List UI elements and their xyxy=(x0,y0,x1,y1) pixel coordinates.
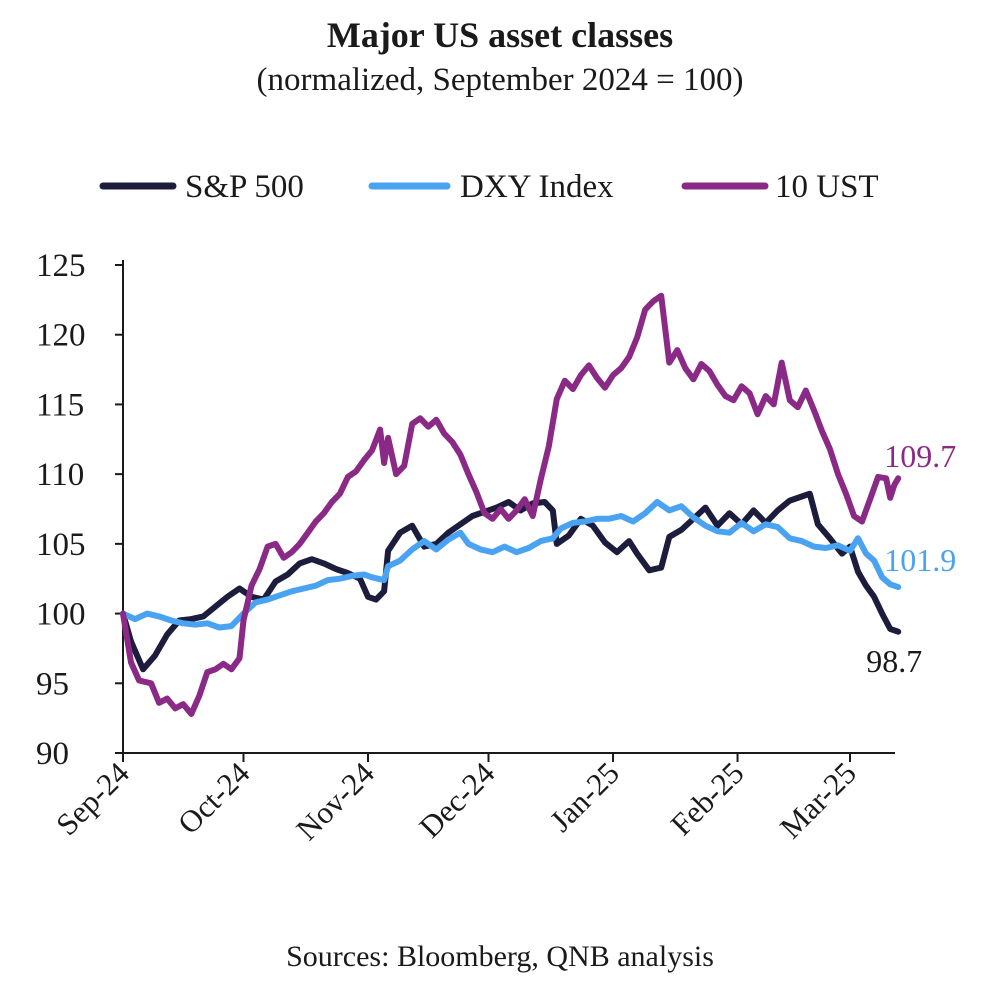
x-tick-label: Oct-24 xyxy=(171,755,257,841)
series-line-2 xyxy=(120,292,902,717)
y-tick-label: 120 xyxy=(36,318,86,354)
legend-label-0: S&P 500 xyxy=(185,169,304,205)
y-tick-label: 110 xyxy=(36,457,84,493)
y-tick-label: 125 xyxy=(36,248,86,284)
end-label-2: 109.7 xyxy=(884,438,956,474)
chart-title: Major US asset classes xyxy=(326,15,674,55)
series-line-1 xyxy=(120,499,902,631)
x-tick-label: Dec-24 xyxy=(412,755,502,845)
x-tick-label: Mar-25 xyxy=(773,755,863,845)
end-label-1: 101.9 xyxy=(884,542,956,578)
end-label-0: 98.7 xyxy=(866,643,922,679)
y-tick-label: 115 xyxy=(36,387,84,423)
y-tick-label: 95 xyxy=(36,666,69,702)
legend-label-1: DXY Index xyxy=(460,169,614,205)
chart-source: Sources: Bloomberg, QNB analysis xyxy=(286,940,714,973)
x-tick-label: Feb-25 xyxy=(664,755,751,842)
x-tick-label: Nov-24 xyxy=(289,755,381,847)
x-tick-label: Jan-25 xyxy=(543,755,626,838)
y-tick-label: 90 xyxy=(36,736,69,772)
y-tick-label: 100 xyxy=(36,597,86,633)
y-tick-label: 105 xyxy=(36,527,86,563)
legend-label-2: 10 UST xyxy=(775,169,879,205)
chart-subtitle: (normalized, September 2024 = 100) xyxy=(256,62,744,98)
